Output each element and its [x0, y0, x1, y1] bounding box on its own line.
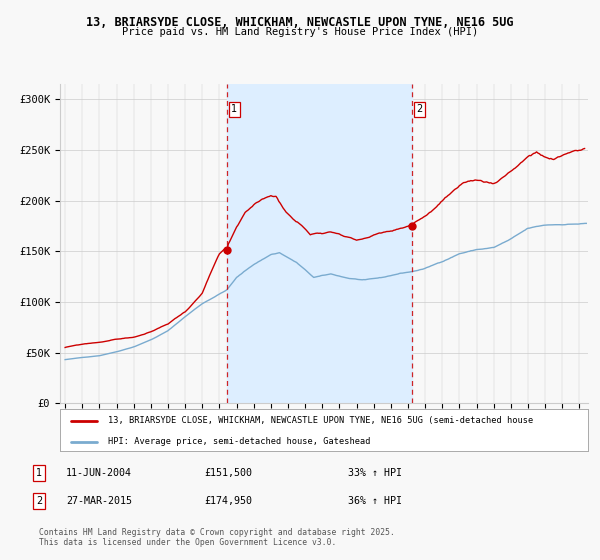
- Text: £174,950: £174,950: [204, 496, 252, 506]
- Text: 33% ↑ HPI: 33% ↑ HPI: [348, 468, 402, 478]
- Text: Contains HM Land Registry data © Crown copyright and database right 2025.
This d: Contains HM Land Registry data © Crown c…: [39, 528, 395, 547]
- Text: HPI: Average price, semi-detached house, Gateshead: HPI: Average price, semi-detached house,…: [107, 437, 370, 446]
- Text: 2: 2: [416, 104, 422, 114]
- Text: 13, BRIARSYDE CLOSE, WHICKHAM, NEWCASTLE UPON TYNE, NE16 5UG (semi-detached hous: 13, BRIARSYDE CLOSE, WHICKHAM, NEWCASTLE…: [107, 416, 533, 425]
- Text: 2: 2: [36, 496, 42, 506]
- Text: Price paid vs. HM Land Registry's House Price Index (HPI): Price paid vs. HM Land Registry's House …: [122, 27, 478, 37]
- Bar: [227, 84, 412, 403]
- Text: 1: 1: [36, 468, 42, 478]
- Text: £151,500: £151,500: [204, 468, 252, 478]
- Text: 36% ↑ HPI: 36% ↑ HPI: [348, 496, 402, 506]
- Text: 27-MAR-2015: 27-MAR-2015: [66, 496, 132, 506]
- Text: 13, BRIARSYDE CLOSE, WHICKHAM, NEWCASTLE UPON TYNE, NE16 5UG: 13, BRIARSYDE CLOSE, WHICKHAM, NEWCASTLE…: [86, 16, 514, 29]
- Text: 11-JUN-2004: 11-JUN-2004: [66, 468, 132, 478]
- Text: 1: 1: [231, 104, 238, 114]
